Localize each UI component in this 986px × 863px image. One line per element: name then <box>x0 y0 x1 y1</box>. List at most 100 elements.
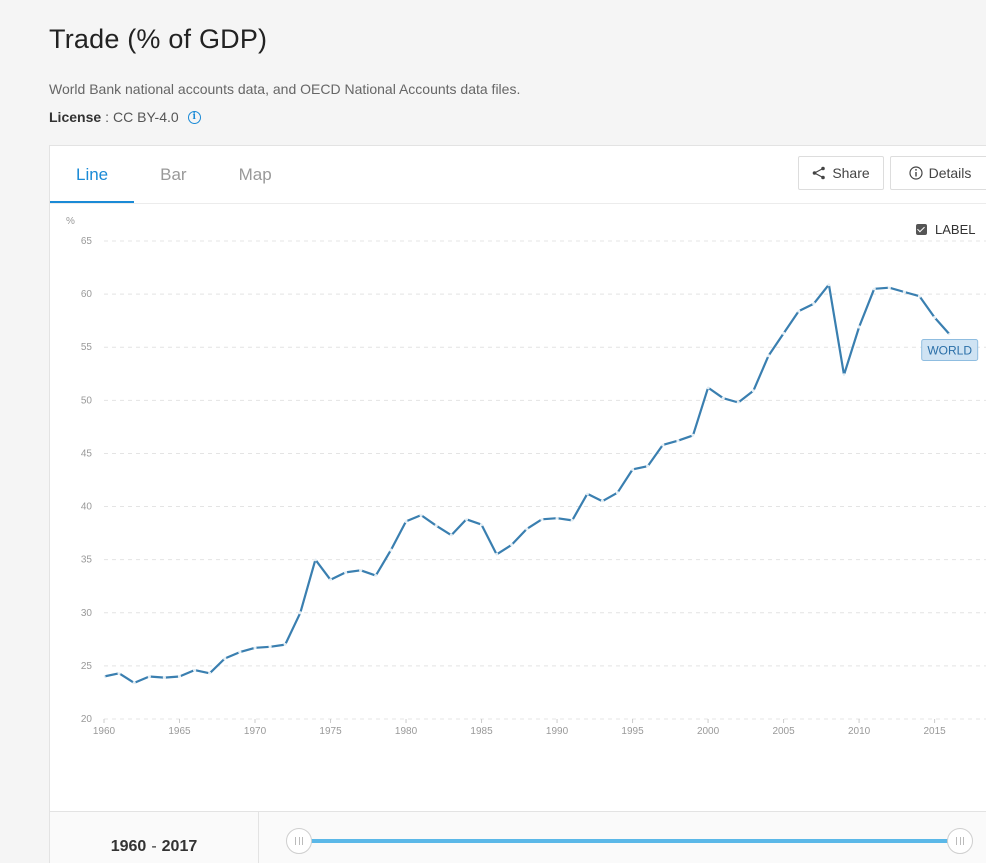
x-tick-label: 2005 <box>772 726 795 737</box>
data-point <box>782 331 786 335</box>
license-value: CC BY-4.0 <box>113 109 179 125</box>
y-tick-label: 65 <box>81 236 93 247</box>
details-label: Details <box>928 165 972 181</box>
series-label-box <box>921 338 979 361</box>
y-tick-label: 60 <box>81 289 93 300</box>
y-tick-label: 55 <box>81 342 93 353</box>
data-point <box>570 518 574 522</box>
data-point <box>812 302 816 306</box>
data-point <box>842 373 846 377</box>
data-point <box>268 645 272 649</box>
chart-tabs: Line Bar Map <box>50 146 298 203</box>
share-button[interactable]: Share <box>798 156 884 190</box>
data-point <box>827 283 831 287</box>
range-separator: - <box>151 838 157 855</box>
tab-map[interactable]: Map <box>238 164 272 184</box>
source-note: World Bank national accounts data, and O… <box>49 81 521 97</box>
x-tick-label: 1975 <box>319 726 342 737</box>
series-label: WORLD <box>927 343 972 357</box>
data-point <box>495 552 499 556</box>
x-tick-label: 1965 <box>168 726 191 737</box>
data-point <box>948 332 952 337</box>
share-icon <box>813 166 826 180</box>
y-tick-label: 45 <box>81 448 93 459</box>
data-point <box>328 578 333 582</box>
range-start: 1960 <box>110 838 147 855</box>
y-axis-unit-label: % <box>66 216 75 227</box>
data-point <box>147 674 151 679</box>
data-point <box>902 290 907 294</box>
share-label: Share <box>832 165 870 181</box>
data-point <box>177 674 182 679</box>
data-point <box>585 492 589 496</box>
data-point <box>797 309 801 313</box>
tab-bar[interactable]: Bar <box>160 164 187 184</box>
data-point <box>766 354 771 358</box>
data-point <box>661 443 665 447</box>
data-point <box>193 668 197 672</box>
line-chart: % 20 25 30 35 40 45 50 55 60 65 1960 1965 1970 1975 198… <box>66 216 986 737</box>
data-point <box>464 517 468 521</box>
tabs-divider <box>50 203 986 204</box>
x-tick-label: 2000 <box>697 726 720 737</box>
label-toggle[interactable]: LABEL <box>916 222 975 237</box>
data-point <box>857 325 861 329</box>
x-tick-label: 1985 <box>470 726 493 737</box>
label-checkbox[interactable] <box>916 224 927 235</box>
data-point <box>887 286 891 290</box>
x-tick-label: 1990 <box>546 726 569 737</box>
tab-line[interactable]: Line <box>50 146 135 203</box>
chart-card: Line Bar Map Share Details LABEL % 20 25 30… <box>49 145 986 863</box>
data-point <box>691 433 695 437</box>
range-end: 2017 <box>161 838 198 855</box>
license-label: License <box>49 109 102 125</box>
range-slider-track[interactable] <box>299 839 963 843</box>
data-point <box>555 516 559 520</box>
data-point <box>132 681 136 685</box>
data-point <box>751 389 756 393</box>
data-point <box>102 674 106 679</box>
year-range: 1960 - 2017 <box>50 812 259 863</box>
license-line: License : CC BY-4.0 i <box>49 109 201 125</box>
data-point <box>872 287 876 291</box>
data-point <box>631 467 635 471</box>
data-point <box>736 400 740 405</box>
y-tick-label: 20 <box>81 714 93 725</box>
data-point <box>721 396 725 400</box>
y-tick-label: 35 <box>81 555 93 566</box>
info-icon[interactable]: i <box>187 110 201 124</box>
range-slider-end-handle[interactable] <box>947 828 973 854</box>
data-point <box>238 650 242 654</box>
page-title: Trade (% of GDP) <box>49 24 268 54</box>
label-toggle-text: LABEL <box>935 222 976 237</box>
data-point <box>615 491 620 495</box>
range-footer: 1960 - 2017 <box>50 811 986 863</box>
data-point <box>540 517 544 521</box>
data-point <box>223 656 227 661</box>
data-point <box>706 386 710 390</box>
series-line <box>103 283 951 684</box>
data-point <box>162 676 166 680</box>
data-point <box>525 527 529 531</box>
x-tick-label: 1970 <box>244 726 267 737</box>
y-tick-label: 30 <box>81 608 93 619</box>
data-point <box>646 464 650 468</box>
details-button[interactable]: Details <box>890 156 986 190</box>
license-separator: : <box>105 109 110 125</box>
details-info-icon <box>908 166 923 180</box>
data-point <box>298 611 302 615</box>
x-tick-label: 1980 <box>395 726 418 737</box>
x-tick-label: 2010 <box>848 726 871 737</box>
data-point <box>419 513 423 517</box>
data-point <box>313 558 317 562</box>
data-point <box>404 519 408 523</box>
data-point <box>253 646 257 650</box>
x-tick-label: 1960 <box>93 726 116 737</box>
data-point <box>374 574 378 578</box>
data-point <box>389 548 393 552</box>
data-point <box>933 315 937 320</box>
range-slider-start-handle[interactable] <box>286 828 312 854</box>
y-tick-label: 40 <box>81 502 93 513</box>
x-tick-label: 1995 <box>621 726 644 737</box>
y-tick-label: 50 <box>81 395 93 406</box>
